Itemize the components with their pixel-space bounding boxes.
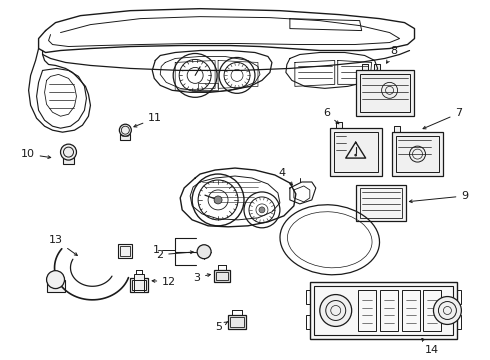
Text: 8: 8 [387,46,397,63]
Circle shape [259,207,265,213]
Circle shape [197,245,211,259]
Circle shape [320,294,352,327]
Text: 3: 3 [193,273,210,283]
Bar [132,280,147,289]
Bar [306,289,310,303]
Bar [392,132,443,176]
Text: 1: 1 [153,245,160,255]
Bar [401,289,419,332]
Bar [358,289,376,332]
Circle shape [434,297,462,324]
Circle shape [214,196,222,204]
Text: 4: 4 [279,168,293,185]
Bar [228,315,246,329]
Text: 5: 5 [215,322,227,332]
Bar [360,188,401,218]
Bar [356,185,406,221]
Bar [134,274,144,292]
Polygon shape [362,64,368,71]
Bar [216,272,228,280]
Bar [121,134,130,140]
Bar [214,270,230,282]
Bar [314,285,453,336]
Bar [310,282,457,339]
Polygon shape [374,64,380,71]
Circle shape [120,124,131,136]
Bar [380,289,397,332]
Bar [330,128,382,176]
Bar [47,280,65,292]
Bar [198,84,218,90]
Text: 6: 6 [323,108,339,124]
Bar [395,136,440,172]
Bar [130,278,148,292]
Bar [423,289,441,332]
Bar [457,315,462,329]
Bar [63,156,74,164]
Bar [230,318,244,328]
Text: 10: 10 [21,149,51,159]
Bar [306,315,310,329]
Polygon shape [393,126,399,132]
Text: 2: 2 [156,250,193,260]
Polygon shape [336,122,342,128]
Circle shape [47,271,65,289]
Text: 11: 11 [134,113,162,127]
Text: 14: 14 [422,338,439,355]
Text: 9: 9 [409,191,468,203]
Circle shape [61,144,76,160]
Bar [356,71,414,116]
Text: 12: 12 [152,276,176,287]
Text: 7: 7 [423,108,463,129]
Bar [119,244,132,258]
Bar [334,132,378,172]
Text: 13: 13 [49,235,77,256]
Bar [121,246,130,256]
Bar [360,75,410,112]
Bar [457,289,462,303]
